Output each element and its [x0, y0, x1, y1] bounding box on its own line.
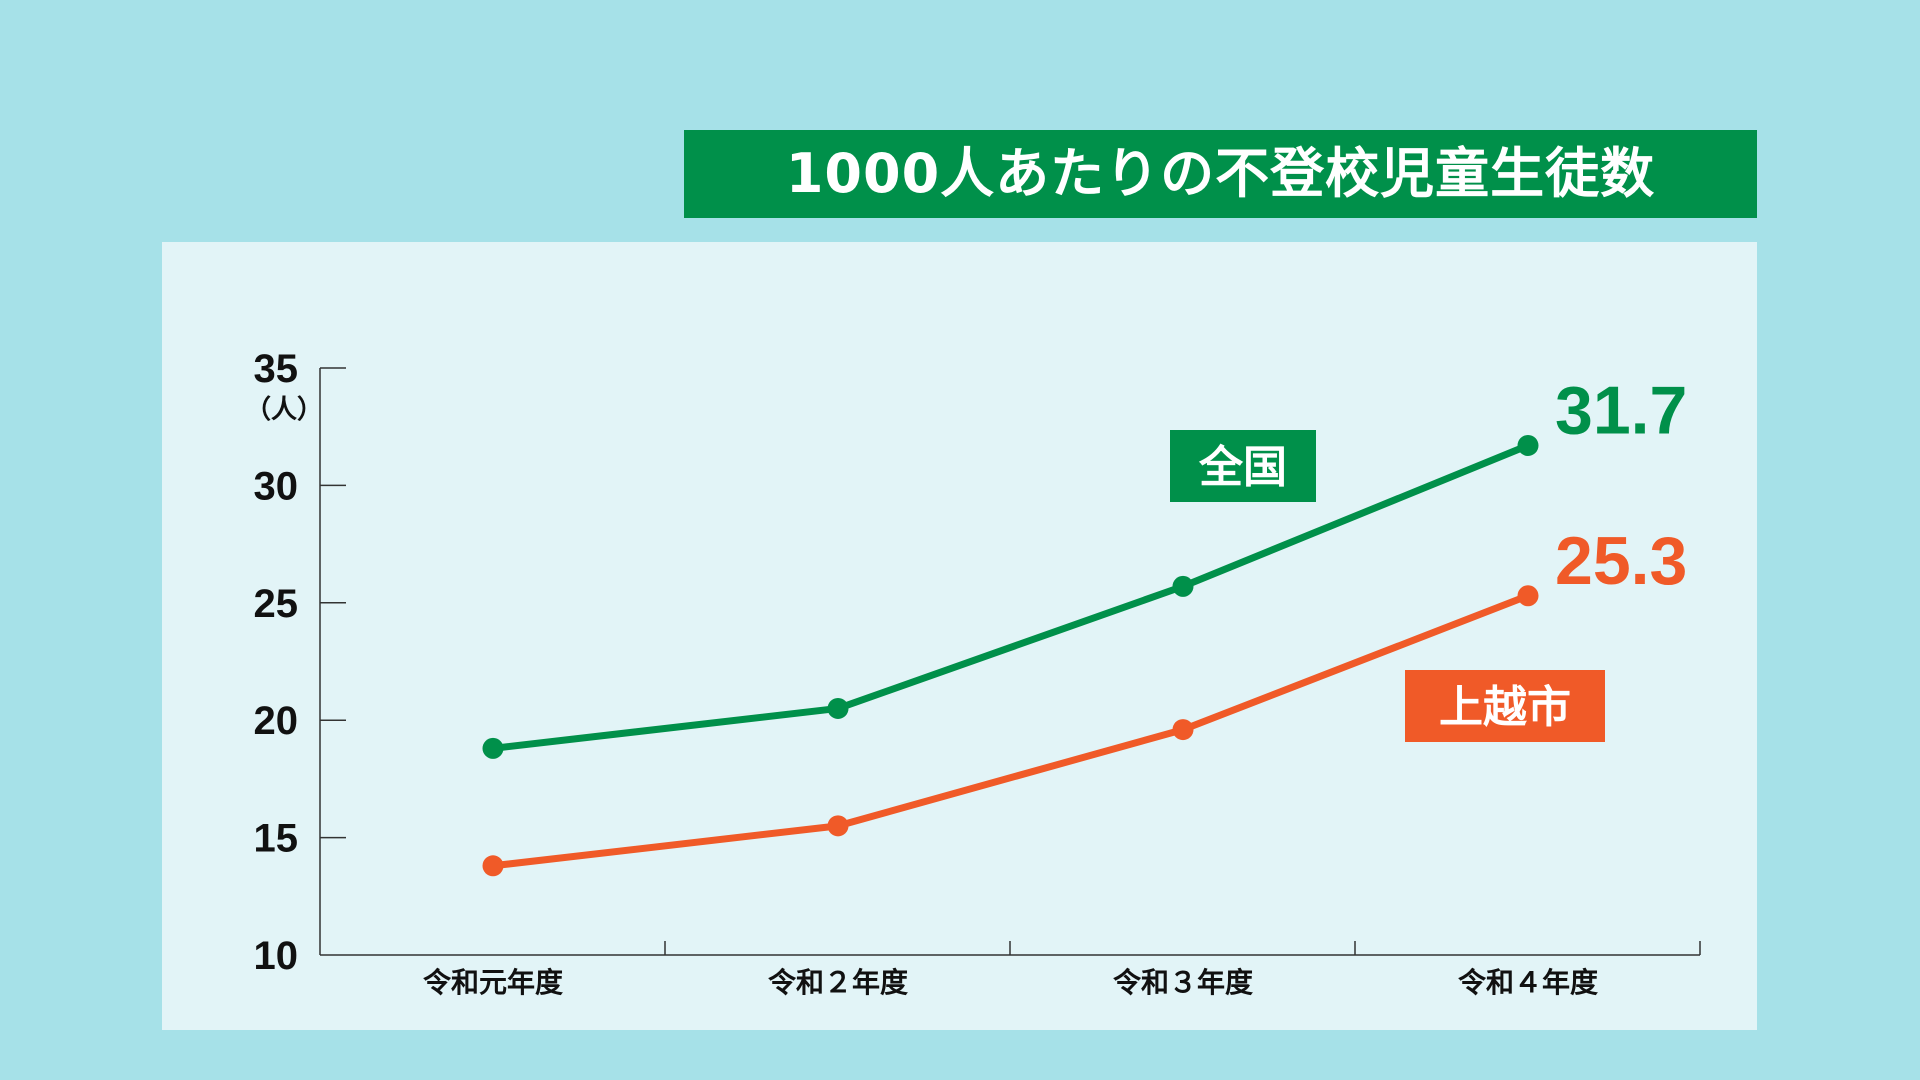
data-label: 31.7 — [1555, 372, 1687, 448]
data-point — [482, 737, 504, 759]
series-name-label: 全国 — [1198, 442, 1287, 493]
data-point — [482, 855, 504, 877]
y-tick-label: 10 — [254, 934, 299, 978]
x-tick-label: 令和２年度 — [768, 966, 908, 999]
x-tick-label: 令和４年度 — [1458, 966, 1598, 999]
series-badge — [1170, 430, 1316, 502]
data-point — [1172, 719, 1194, 741]
x-tick-label: 令和元年度 — [423, 966, 563, 999]
series-name-label: 上越市 — [1439, 682, 1571, 733]
y-tick-label: 15 — [254, 817, 299, 861]
series-line-0 — [489, 441, 1532, 752]
series-line-1 — [489, 592, 1532, 870]
y-tick-label: 20 — [254, 699, 299, 743]
y-tick-label: 30 — [254, 464, 299, 508]
series-badge — [1405, 670, 1605, 742]
data-point — [827, 697, 849, 719]
data-point — [827, 815, 849, 837]
data-label: 25.3 — [1555, 523, 1687, 599]
y-axis-unit: （人） — [245, 395, 323, 425]
data-point — [1172, 575, 1194, 597]
y-tick-label: 35 — [254, 347, 299, 391]
data-point — [1517, 434, 1539, 456]
y-tick-label: 25 — [254, 582, 299, 626]
x-tick-label: 令和３年度 — [1113, 966, 1253, 999]
chart-title: 1000人あたりの不登校児童生徒数 — [684, 130, 1757, 218]
data-point — [1517, 585, 1539, 607]
plot-panel — [162, 242, 1757, 1030]
